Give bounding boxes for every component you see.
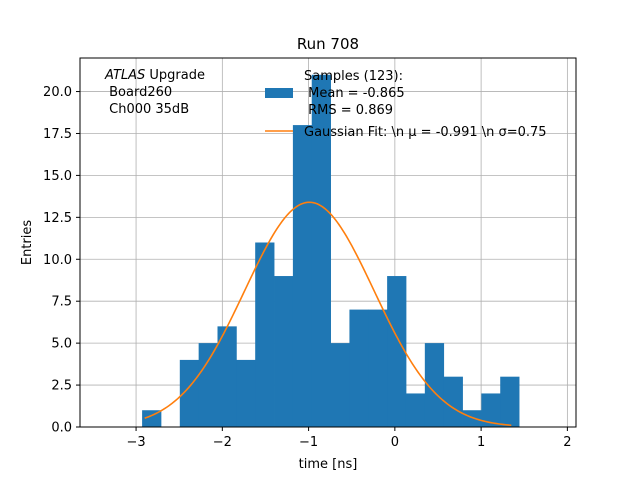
legend-samples-rms: RMS = 0.869 — [304, 103, 393, 118]
y-tick-label: 10.0 — [43, 253, 72, 268]
histogram-bars — [142, 74, 520, 427]
atlas-annotation-title: ATLAS Upgrade — [104, 68, 205, 83]
y-tick-label: 12.5 — [43, 211, 72, 226]
chart-title: Run 708 — [297, 35, 359, 53]
histogram-bar — [292, 125, 313, 427]
x-tick-label: 0 — [391, 435, 399, 450]
x-tick-label: 1 — [477, 435, 485, 450]
atlas-upgrade: Upgrade — [145, 68, 205, 83]
y-tick-label: 20.0 — [43, 85, 72, 100]
y-tick-label: 2.5 — [51, 379, 72, 394]
legend-samples-mean: Mean = -0.865 — [304, 86, 405, 101]
annotation-channel: Ch000 35dB — [105, 102, 189, 117]
histogram-bar — [217, 326, 237, 427]
x-axis-label: time [ns] — [299, 457, 358, 472]
plot-frame — [79, 57, 577, 428]
histogram-bar — [274, 276, 294, 427]
x-tick-label: −1 — [299, 435, 318, 450]
legend: Samples (123): Mean = -0.865 RMS = 0.869… — [265, 69, 547, 140]
x-tick-label: −2 — [213, 435, 232, 450]
histogram-bar — [462, 410, 482, 427]
histogram-bar — [405, 393, 426, 427]
annotation-board: Board260 — [105, 85, 172, 100]
histogram-bar — [424, 343, 445, 427]
histogram-bar — [198, 343, 218, 427]
y-tick-label: 0.0 — [51, 421, 72, 436]
histogram-bar — [142, 410, 162, 427]
histogram-bar — [179, 359, 200, 427]
histogram-bar — [368, 309, 388, 427]
legend-samples-title: Samples (123): — [304, 69, 403, 84]
x-tick-label: −3 — [126, 435, 145, 450]
y-axis-label: Entries — [20, 220, 35, 266]
histogram-bar — [387, 276, 407, 427]
axis-ticks: −3 −2 −1 0 1 20.02.55.07.510.012.515.017.520.… — [43, 85, 571, 450]
legend-samples-swatch — [265, 88, 293, 98]
histogram-bar — [349, 309, 369, 427]
histogram-bar — [255, 242, 275, 427]
histogram-bar — [481, 393, 501, 427]
y-tick-label: 7.5 — [51, 295, 72, 310]
y-tick-label: 17.5 — [43, 127, 72, 142]
histogram-bar — [500, 376, 520, 427]
legend-fit-label: Gaussian Fit: \n μ = -0.991 \n σ=0.75 — [304, 125, 547, 140]
y-tick-label: 15.0 — [43, 169, 72, 184]
gaussian-fit-curve — [144, 201, 512, 427]
atlas-word: ATLAS — [104, 68, 145, 83]
y-tick-label: 5.0 — [51, 337, 72, 352]
x-tick-label: 2 — [563, 435, 571, 450]
histogram-bar — [443, 376, 463, 427]
histogram-bar — [311, 74, 331, 427]
gaussian-fit — [144, 201, 512, 427]
histogram-bar — [236, 359, 256, 427]
histogram-bar — [330, 343, 350, 427]
